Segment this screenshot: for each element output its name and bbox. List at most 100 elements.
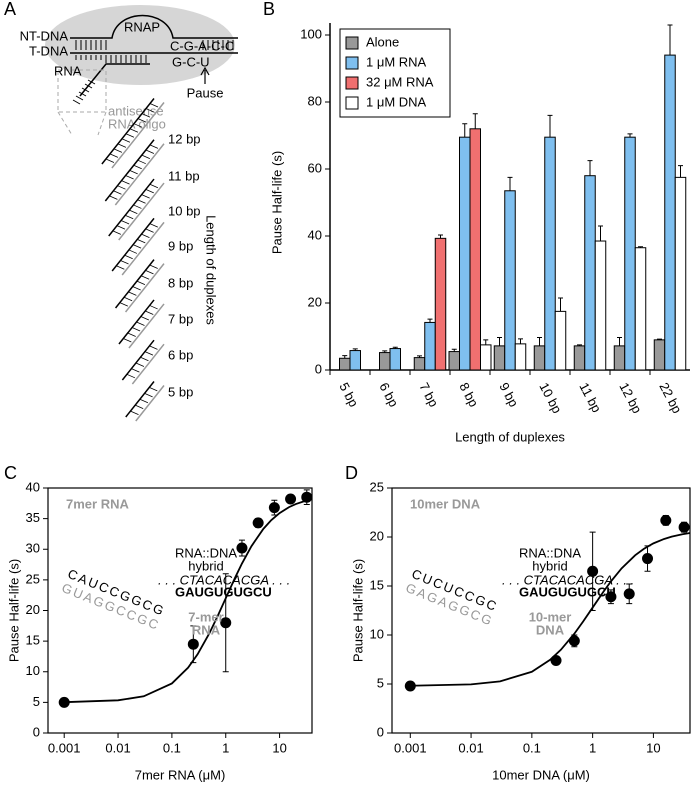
base-pair bbox=[127, 332, 136, 337]
x-axis-label: 10mer DNA (μM) bbox=[492, 767, 590, 782]
base-pair bbox=[149, 345, 158, 350]
bar bbox=[413, 357, 426, 371]
error-bar bbox=[342, 355, 348, 359]
x-tick-label: 0.1 bbox=[523, 740, 541, 755]
x-tick-label: 0.01 bbox=[458, 740, 483, 755]
error-bar bbox=[617, 337, 622, 346]
data-point bbox=[301, 491, 313, 503]
y-tick-label: 40 bbox=[26, 479, 40, 494]
base-pair bbox=[133, 123, 143, 128]
bar bbox=[493, 345, 506, 371]
base-pair bbox=[144, 351, 154, 356]
duplex-strand bbox=[124, 263, 165, 313]
error-bar bbox=[382, 350, 388, 353]
error-bar bbox=[438, 234, 443, 239]
duplex-strand bbox=[118, 182, 165, 241]
bar bbox=[480, 344, 492, 371]
error-bar bbox=[462, 123, 468, 138]
base-pair bbox=[120, 220, 130, 225]
fit-curve bbox=[64, 498, 313, 704]
error-bar bbox=[507, 176, 513, 191]
base-pair bbox=[149, 264, 158, 269]
bar bbox=[584, 175, 596, 371]
bar bbox=[594, 240, 607, 371]
base-pair bbox=[135, 362, 145, 367]
base-pair bbox=[145, 228, 154, 233]
x-tick-label: 1 bbox=[589, 740, 596, 755]
panel-label: A bbox=[4, 0, 16, 19]
legend-swatch bbox=[345, 96, 359, 110]
base-pair bbox=[116, 265, 125, 270]
annotation: DNA bbox=[536, 622, 565, 637]
base-pair bbox=[149, 387, 158, 392]
error-bar bbox=[577, 344, 582, 346]
base-pair bbox=[113, 190, 122, 195]
bar bbox=[424, 321, 436, 371]
duplex-label: 7 bp bbox=[168, 311, 193, 326]
legend-swatch bbox=[345, 76, 359, 90]
legend-label: 32 μM RNA bbox=[366, 74, 434, 89]
base-pair bbox=[117, 185, 126, 190]
base-pair bbox=[136, 321, 145, 326]
bar bbox=[653, 339, 666, 371]
axis-label: Length of duplexes bbox=[204, 215, 219, 325]
plot-frame bbox=[391, 487, 691, 734]
base-pair bbox=[135, 404, 144, 410]
base-pair bbox=[78, 91, 87, 97]
oligo-box bbox=[57, 69, 107, 113]
error-bar bbox=[667, 24, 673, 56]
base-pair bbox=[145, 189, 154, 194]
x-tick-label: 7 bp bbox=[416, 380, 441, 409]
duplex-strand bbox=[121, 221, 165, 276]
base-pair bbox=[136, 280, 146, 285]
y-axis-label: Pause Half-life (s) bbox=[6, 559, 21, 662]
data-point bbox=[187, 638, 199, 650]
annotation: . . . CTACACACGA . . . bbox=[158, 572, 290, 587]
base-pair bbox=[121, 138, 131, 143]
error-bar bbox=[598, 225, 603, 242]
x-tick-label: 0.1 bbox=[163, 740, 181, 755]
data-point bbox=[568, 635, 580, 647]
bar bbox=[504, 190, 516, 371]
base-pair bbox=[112, 230, 122, 235]
duplex-strand bbox=[114, 143, 165, 206]
y-tick-label: 0 bbox=[33, 724, 40, 739]
label: Pause bbox=[187, 85, 224, 100]
bar bbox=[554, 310, 567, 371]
base-pair bbox=[124, 254, 133, 260]
bar bbox=[379, 352, 391, 371]
base-pair bbox=[125, 133, 135, 138]
y-tick-label: 80 bbox=[308, 93, 322, 108]
bar bbox=[533, 345, 546, 371]
data-point bbox=[404, 680, 416, 692]
base-pair bbox=[84, 83, 93, 89]
y-tick-label: 100 bbox=[300, 26, 322, 41]
duplex-label: 9 bp bbox=[168, 238, 193, 253]
duplex-label: 5 bp bbox=[168, 384, 193, 399]
duplex-strand bbox=[111, 102, 165, 169]
bar bbox=[544, 136, 556, 371]
label: C-G-A-C-C bbox=[170, 38, 234, 53]
base-pair bbox=[137, 199, 146, 204]
error-bar bbox=[678, 165, 683, 178]
y-tick-label: 25 bbox=[26, 571, 40, 586]
base-pair bbox=[137, 159, 146, 165]
bar bbox=[339, 357, 351, 371]
label: RNA bbox=[54, 63, 82, 78]
base-pair bbox=[144, 392, 153, 398]
error-bar bbox=[427, 318, 433, 323]
duplex-strand bbox=[114, 259, 155, 309]
y-tick-label: 0 bbox=[315, 361, 322, 376]
label: RNA oligo bbox=[108, 116, 166, 131]
legend-swatch bbox=[345, 56, 359, 70]
y-tick-label: 15 bbox=[370, 577, 384, 592]
bar bbox=[514, 343, 527, 371]
error-bar bbox=[627, 133, 633, 138]
base-pair bbox=[125, 214, 134, 220]
base-pair bbox=[131, 327, 141, 332]
y-tick-label: 20 bbox=[308, 294, 322, 309]
y-tick-label: 20 bbox=[26, 602, 40, 617]
base-pair bbox=[140, 316, 150, 321]
annotation: 7-mer bbox=[188, 609, 223, 624]
base-pair bbox=[132, 286, 141, 291]
